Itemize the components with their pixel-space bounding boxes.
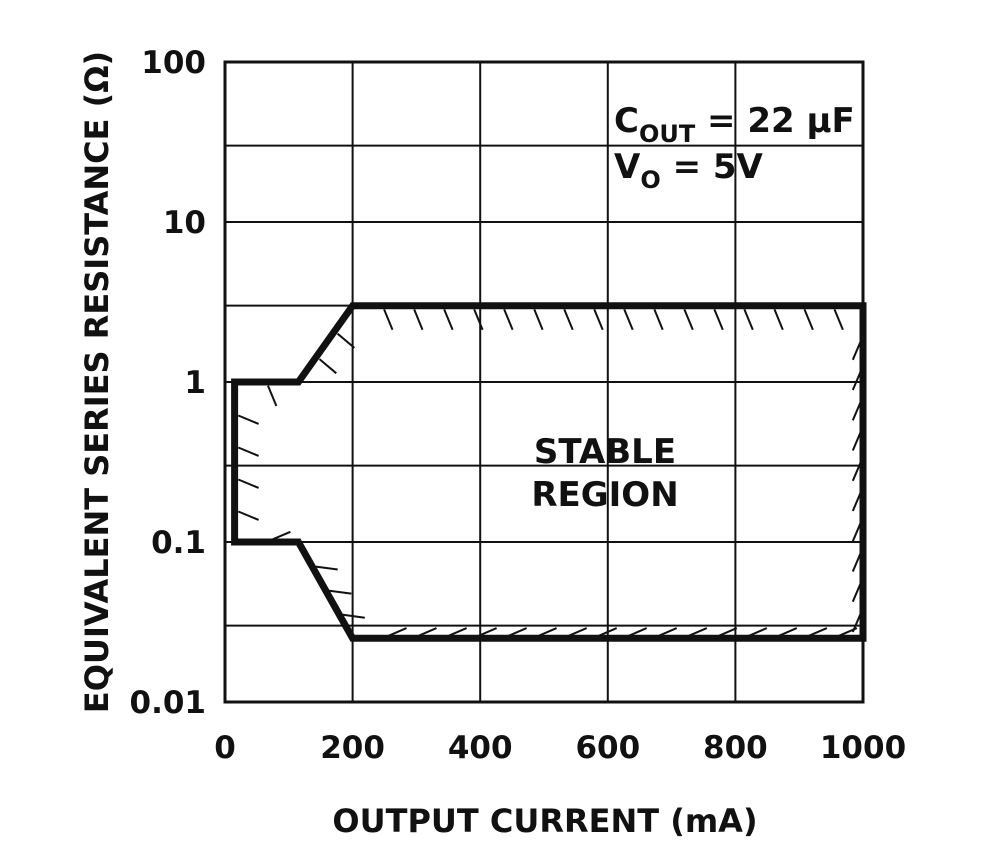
y-tick-label: 100 <box>141 45 206 81</box>
condition-vo-value: = 5V <box>661 147 764 187</box>
x-tick-label: 600 <box>575 730 640 766</box>
y-tick-labels: 100 10 1 0.1 0.01 <box>130 45 207 721</box>
y-tick-label: 0.01 <box>130 685 207 721</box>
condition-cout-symbol: C <box>614 101 639 141</box>
hatch-mark <box>342 613 365 619</box>
y-tick-label: 0.1 <box>151 525 206 561</box>
y-tick-label: 1 <box>184 365 206 401</box>
hatch-mark <box>473 309 484 331</box>
condition-vo: VO = 5V <box>614 147 764 194</box>
hatch-mark <box>803 309 814 331</box>
condition-cout: COUT = 22 μF <box>614 101 855 148</box>
hatch-mark <box>773 309 784 331</box>
hatch-mark <box>623 309 634 331</box>
hatch-mark <box>315 565 338 571</box>
hatch-mark <box>593 309 604 331</box>
hatch-mark <box>329 589 352 595</box>
hatch-mark <box>653 309 664 331</box>
region-label-line1: STABLE <box>534 432 676 472</box>
grid-lines <box>224 62 864 703</box>
hatch-mark <box>267 385 278 407</box>
hatch-mark <box>237 510 259 521</box>
hatch-mark <box>336 332 356 349</box>
x-tick-labels: 0 200 400 600 800 1000 <box>214 730 906 766</box>
plot-frame <box>223 60 865 704</box>
condition-cout-subscript: OUT <box>639 120 696 148</box>
condition-cout-value: = 22 μF <box>695 101 855 141</box>
x-tick-label: 800 <box>703 730 768 766</box>
condition-vo-symbol: V <box>614 147 641 187</box>
x-axis-title: OUTPUT CURRENT (mA) <box>332 802 757 840</box>
hatch-mark <box>443 309 454 331</box>
hatch-mark <box>533 309 544 331</box>
hatch-mark <box>237 446 259 457</box>
x-tick-label: 200 <box>320 730 385 766</box>
hatch-mark <box>383 309 394 331</box>
hatch-mark <box>503 309 514 331</box>
y-axis-title: EQUIVALENT SERIES RESISTANCE (Ω) <box>78 51 116 713</box>
hatch-mark <box>743 309 754 331</box>
hatch-mark <box>563 309 574 331</box>
hatch-mark <box>237 414 259 425</box>
hatch-mark <box>683 309 694 331</box>
y-tick-label: 10 <box>163 205 206 241</box>
hatch-mark <box>833 309 844 331</box>
x-tick-label: 1000 <box>820 730 906 766</box>
hatch-mark <box>413 309 424 331</box>
hatch-mark <box>237 478 259 489</box>
x-tick-label: 0 <box>214 730 236 766</box>
stable-region-boundary <box>231 302 867 642</box>
hatch-mark <box>713 309 724 331</box>
stable-region-hatching <box>237 309 863 638</box>
x-tick-label: 400 <box>448 730 513 766</box>
condition-vo-subscript: O <box>640 166 660 194</box>
region-label-line2: REGION <box>531 475 678 515</box>
hatch-mark <box>318 358 337 375</box>
